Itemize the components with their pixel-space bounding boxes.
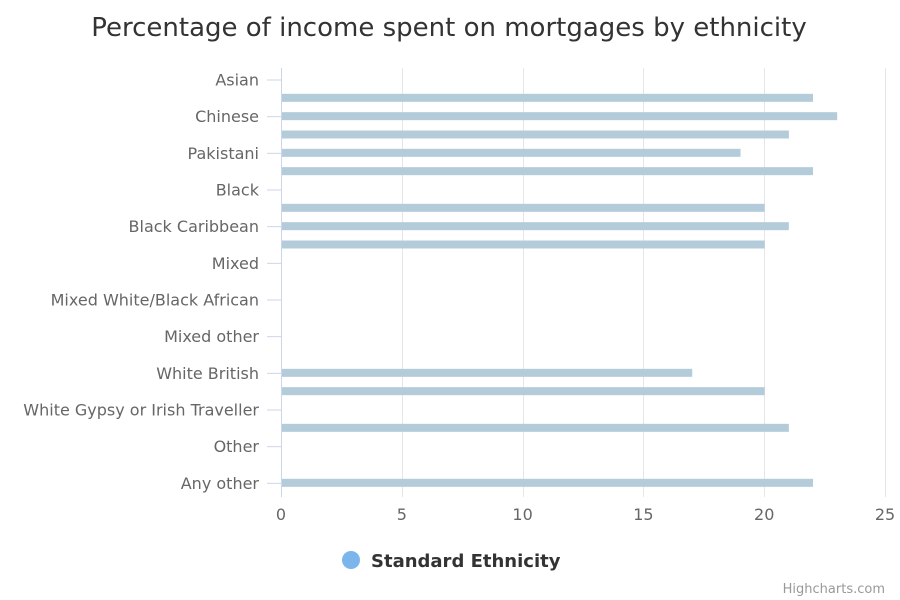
x-tick-label: 20 [754,505,774,524]
y-axis: Asian Chinese Pakistani Black Black Caribbea… [23,71,281,493]
y-tick-label: Black [216,181,260,200]
bar[interactable] [281,478,814,487]
bar[interactable] [281,222,789,231]
x-tick-label: 0 [276,505,286,524]
legend-item-standard-ethnicity[interactable]: Standard Ethnicity [371,551,561,572]
x-axis: 0 5 10 15 20 25 [276,505,895,524]
bar[interactable] [281,203,765,212]
x-tick-label: 10 [512,505,532,524]
y-tick-label: Chinese [195,107,259,126]
bar[interactable] [281,148,741,157]
x-tick-label: 15 [633,505,653,524]
bar[interactable] [281,423,789,432]
bar[interactable] [281,130,789,139]
bar[interactable] [281,240,765,249]
chart-title: Percentage of income spent on mortgages … [91,13,806,43]
legend[interactable]: Standard Ethnicity [342,551,561,572]
bar[interactable] [281,167,814,176]
bar[interactable] [281,93,814,102]
y-tick-label: Black Caribbean [129,217,259,236]
credits-link[interactable]: Highcharts.com [783,582,885,597]
bar[interactable] [281,112,838,121]
legend-marker[interactable] [342,551,360,569]
bars [281,93,838,487]
y-tick-label: Any other [181,474,260,493]
bar[interactable] [281,387,765,396]
y-tick-label: Asian [215,71,259,90]
x-tick-label: 5 [397,505,407,524]
y-tick-label: Other [214,437,260,456]
x-tick-label: 25 [875,505,895,524]
y-tick-label: White Gypsy or Irish Traveller [23,401,259,420]
y-tick-label: Pakistani [188,144,259,163]
bar[interactable] [281,368,693,377]
y-tick-label: Mixed White/Black African [51,291,259,310]
y-tick-label: Mixed other [164,327,259,346]
y-tick-label: White British [156,364,259,383]
y-tick-label: Mixed [212,254,259,273]
